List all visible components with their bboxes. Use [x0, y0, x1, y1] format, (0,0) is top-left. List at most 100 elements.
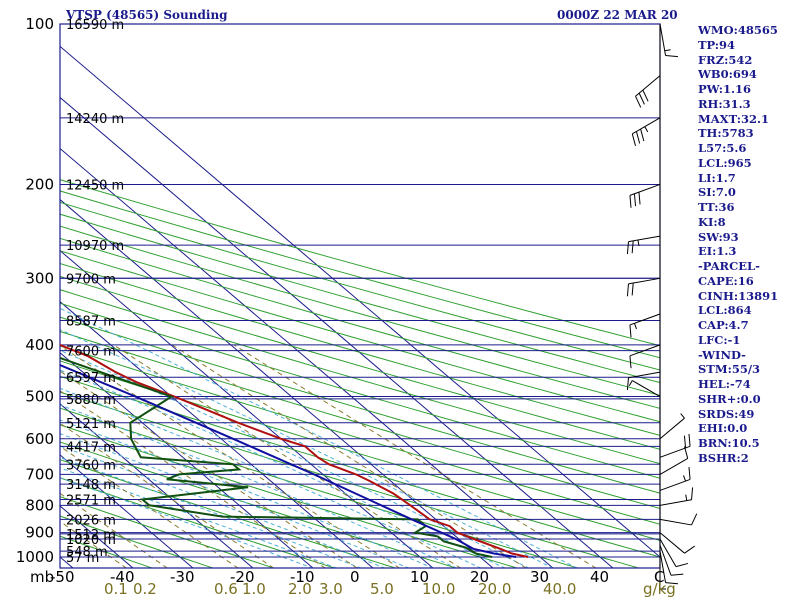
wind-barb-staff: [659, 551, 667, 583]
temperature-end-label: C: [654, 568, 665, 586]
wind-barb-flag: [691, 487, 694, 500]
moist-adiabat-lines: [60, 307, 578, 568]
wind-barb: [659, 467, 691, 491]
isotherm-line: [60, 556, 74, 568]
mixing-ratio-tick-label: 40.0: [543, 580, 577, 598]
wind-barb: [628, 380, 661, 397]
moist-adiabat-line: [60, 329, 554, 568]
sounding-datetime: 0000Z 22 MAR 20: [557, 8, 678, 22]
height-label: 57 m: [66, 551, 99, 566]
index-item: -WIND-: [698, 347, 746, 362]
height-label: 2026 m: [66, 513, 116, 528]
index-item: MAXT:32.1: [698, 111, 769, 126]
temperature-tick-label: 10: [410, 568, 430, 586]
dry-adiabat-line: [60, 179, 660, 347]
dry-adiabat-line: [60, 213, 660, 384]
wind-barb: [659, 544, 684, 576]
height-label: 6597 m: [66, 371, 116, 386]
wind-barb-staff: [659, 538, 677, 567]
mixing-ratio-unit-label: g/kg: [643, 580, 676, 598]
mixing-ratio-line: [233, 344, 597, 568]
height-label: 12450 m: [66, 178, 124, 193]
wind-barb-flag: [629, 355, 632, 369]
index-item: WMO:48565: [698, 23, 778, 37]
wind-barb: [635, 75, 661, 108]
wind-barb-flag: [631, 282, 634, 296]
mixing-ratio-tick-label: 1.0: [242, 580, 266, 598]
height-label: 14240 m: [66, 112, 124, 127]
height-label: 7600 m: [66, 345, 116, 360]
profile-lines: [60, 343, 529, 558]
wind-barb-staff: [659, 499, 692, 506]
wind-barb-staff: [659, 458, 688, 475]
wind-barb-staff: [628, 371, 661, 379]
wind-barb-staff: [659, 532, 685, 554]
temperature-tick-label: 30: [530, 568, 550, 586]
pressure-label: 300: [25, 269, 54, 287]
height-label: 9700 m: [66, 272, 116, 287]
dry-adiabat-line: [60, 459, 397, 568]
wind-barb-flag: [684, 545, 695, 554]
dry-adiabat-line: [60, 190, 660, 359]
index-item: EI:1.3: [698, 244, 737, 259]
temperature-tick-label: -20: [230, 568, 255, 586]
index-item: SRDS:49: [698, 406, 755, 421]
height-label: 3148 m: [66, 478, 116, 493]
wind-barb-flag: [626, 377, 629, 391]
isotherm-line: [60, 352, 314, 568]
index-item: LI:1.7: [698, 170, 736, 185]
dry-adiabat-line: [60, 424, 519, 568]
pressure-unit-label: mb: [30, 568, 55, 586]
moist-adiabat-line: [60, 433, 410, 568]
wind-barb-flag: [635, 96, 642, 108]
wind-barb-staff: [628, 277, 661, 285]
dewpoint-profile-line: [60, 356, 493, 558]
wind-barb-flag: [633, 193, 637, 207]
wind-barb-staff: [659, 544, 672, 576]
temperature-tick-label: 40: [590, 568, 610, 586]
wind-barb: [659, 513, 698, 526]
moist-adiabat-line: [60, 477, 314, 568]
mixing-ratio-line: [60, 422, 275, 568]
dry-adiabat-line: [60, 302, 660, 479]
wind-barb: [659, 446, 689, 475]
height-label: 2571 m: [66, 493, 116, 508]
wind-barb-halfflag: [644, 126, 649, 133]
index-item: CAPE:16: [698, 273, 754, 288]
wind-barb-staff: [632, 380, 661, 397]
wind-barb-staff: [629, 344, 661, 357]
wind-barb-staff: [659, 417, 685, 440]
mixing-ratio-tick-label: 5.0: [370, 580, 394, 598]
temperature-profile-line: [60, 343, 529, 558]
index-item: L57:5.6: [698, 141, 747, 155]
wind-barb-flag: [638, 92, 645, 105]
wind-barb-flag: [675, 562, 689, 568]
wind-barb-flag: [683, 435, 687, 449]
index-item: SHR+:0.0: [698, 391, 761, 406]
wind-barb-flag: [635, 131, 641, 144]
dry-adiabat-line: [60, 375, 660, 558]
wind-barb-flag: [631, 133, 636, 146]
wind-barb: [659, 551, 678, 585]
wind-barb: [659, 23, 678, 58]
parcel-profile-line: [60, 363, 517, 558]
wind-barb-staff: [659, 478, 691, 491]
wind-barb-staff: [628, 235, 661, 243]
temperature-tick-label: 20: [470, 568, 490, 586]
wind-barb: [659, 532, 695, 554]
wind-barb-flag: [631, 240, 634, 254]
moist-adiabat-line: [60, 307, 578, 568]
wind-barb-halfflag: [637, 239, 640, 246]
wind-barb-flag: [629, 195, 632, 208]
index-item: TP:94: [698, 37, 736, 52]
height-label: 4417 m: [66, 440, 116, 455]
index-item: CINH:13891: [698, 288, 779, 303]
pressure-label: 900: [25, 524, 54, 542]
dry-adiabat-lines: [60, 179, 660, 568]
mixing-ratio-tick-label: 10.0: [422, 580, 456, 598]
index-item: FRZ:542: [698, 52, 753, 67]
index-item: EHI:0.0: [698, 421, 748, 436]
pressure-label: 400: [25, 336, 54, 354]
stability-indices-list: WMO:48565 TP:94 FRZ:542 WB0:694 PW:1.16 RH:31…: [698, 23, 778, 466]
